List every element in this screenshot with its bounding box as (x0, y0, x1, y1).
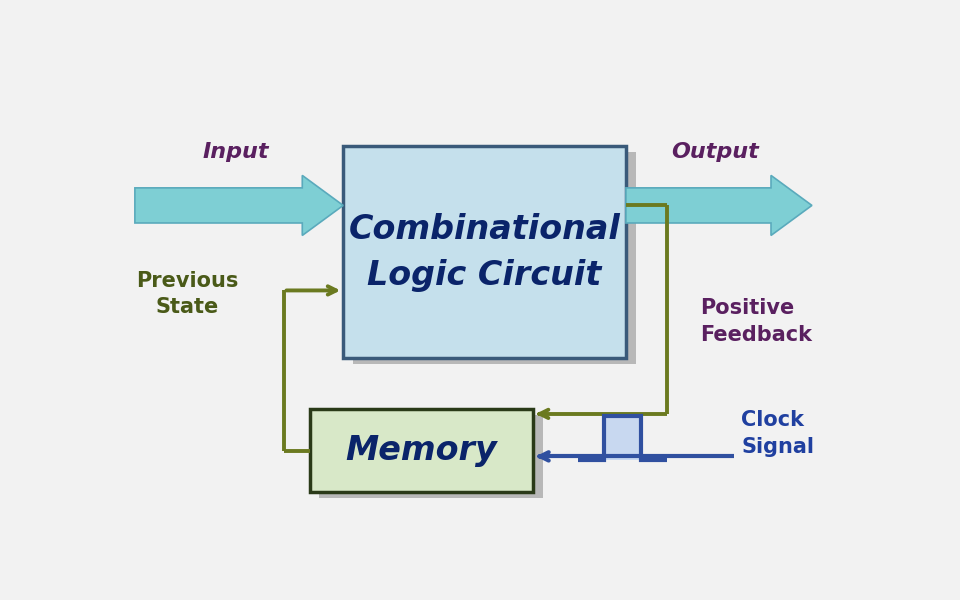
Text: Input: Input (202, 142, 269, 161)
Text: Memory: Memory (346, 434, 497, 467)
Text: Output: Output (671, 142, 759, 161)
FancyBboxPatch shape (344, 146, 626, 358)
Text: Clock
Signal: Clock Signal (741, 410, 814, 457)
FancyBboxPatch shape (310, 409, 533, 493)
Polygon shape (626, 175, 812, 235)
Text: Previous
State: Previous State (135, 271, 238, 317)
FancyBboxPatch shape (353, 152, 636, 364)
Polygon shape (134, 175, 344, 235)
Polygon shape (604, 416, 641, 460)
FancyBboxPatch shape (320, 415, 542, 499)
Text: Positive
Feedback: Positive Feedback (701, 298, 812, 344)
Text: Combinational
Logic Circuit: Combinational Logic Circuit (348, 212, 620, 292)
